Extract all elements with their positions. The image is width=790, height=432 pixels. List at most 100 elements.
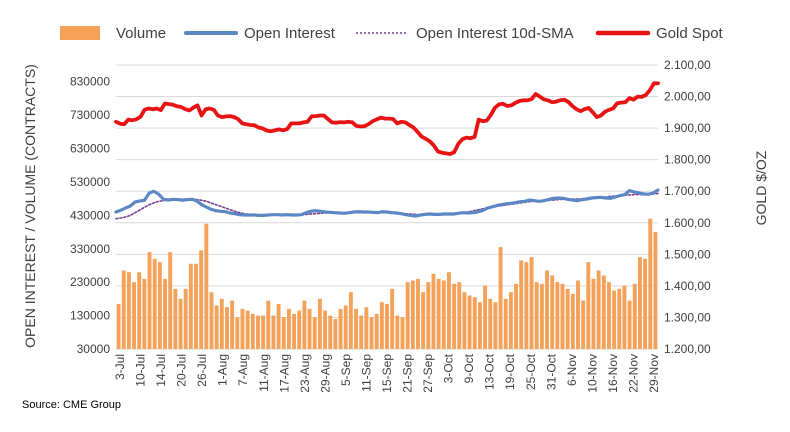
y-right-tick-label: 1.300,00: [664, 310, 711, 324]
volume-bar: [632, 283, 637, 349]
volume-bar: [648, 218, 653, 349]
volume-bars: [116, 218, 658, 349]
volume-bar: [637, 257, 642, 349]
volume-bar: [219, 298, 224, 349]
volume-bar: [245, 310, 250, 349]
y-right-tick-label: 1.900,00: [664, 121, 711, 135]
volume-bar: [488, 298, 493, 349]
volume-bar: [230, 300, 235, 349]
gold-spot-line: [114, 81, 660, 156]
volume-bar: [157, 262, 162, 349]
volume-bar: [302, 300, 307, 349]
y-left-tick-label: 430000: [70, 208, 110, 222]
legend-swatch-volume: [60, 26, 100, 40]
volume-bar: [271, 315, 276, 349]
volume-bar: [441, 280, 446, 349]
x-tick-label: 22-Nov: [627, 354, 641, 393]
y-axis-right-title: GOLD $/OZ: [753, 150, 769, 225]
legend-label-gold: Gold Spot: [656, 25, 724, 42]
volume-bar: [292, 313, 297, 349]
volume-bar: [369, 317, 374, 349]
volume-bar: [529, 257, 534, 349]
volume-bar: [596, 270, 601, 349]
volume-bar: [199, 250, 204, 349]
y-left-tick-label: 730000: [70, 108, 110, 122]
volume-bar: [617, 288, 622, 349]
volume-bar: [477, 302, 482, 349]
x-tick-label: 29-Nov: [647, 354, 661, 393]
x-tick-label: 17-Aug: [277, 354, 291, 393]
volume-bar: [364, 307, 369, 349]
legend-label-open-interest: Open Interest: [244, 25, 336, 42]
x-tick-label: 23-Aug: [298, 354, 312, 393]
x-tick-label: 11-Sep: [360, 354, 374, 392]
volume-bar: [343, 305, 348, 349]
volume-bar: [121, 270, 126, 349]
volume-bar: [550, 275, 555, 349]
volume-bar: [194, 263, 198, 349]
volume-bar: [498, 247, 503, 349]
volume-bar: [534, 282, 539, 349]
legend-label-sma: Open Interest 10d-SMA: [416, 25, 574, 42]
volume-bar: [627, 300, 632, 349]
volume-bar: [297, 310, 302, 349]
volume-bar: [539, 283, 544, 349]
y-right-tick-label: 1.400,00: [664, 279, 711, 293]
volume-bar: [188, 263, 193, 349]
volume-bar: [137, 272, 142, 349]
volume-bar: [586, 262, 591, 349]
x-tick-label: 16-Nov: [606, 354, 620, 393]
x-tick-label: 29-Aug: [318, 354, 332, 393]
y-axis-left-title: OPEN INTEREST / VOLUME (CONTRACTS): [22, 64, 38, 348]
volume-bar: [462, 292, 467, 349]
tick-labels: 30000 130000 230000 330000 430000 530000 63000…: [70, 58, 711, 393]
x-tick-label: 31-Oct: [544, 353, 558, 390]
x-tick-label: 6-Nov: [565, 354, 579, 386]
y-left-tick-label: 230000: [70, 275, 110, 289]
volume-bar: [132, 282, 137, 349]
x-tick-label: 21-Sep: [401, 354, 415, 393]
volume-bar: [209, 292, 214, 349]
chart-lines: [114, 81, 660, 220]
x-tick-label: 11-Aug: [257, 354, 271, 392]
y-right-tick-label: 1.500,00: [664, 247, 711, 261]
volume-bar: [426, 282, 431, 349]
volume-bar: [266, 300, 271, 349]
y-right-tick-label: 2.100,00: [664, 58, 711, 72]
volume-bar: [323, 310, 328, 349]
volume-bar: [178, 298, 183, 349]
volume-bar: [379, 302, 384, 349]
volume-bar: [385, 303, 389, 349]
x-tick-label: 10-Jul: [134, 354, 148, 387]
volume-bar: [508, 292, 513, 349]
y-right-tick-label: 1.800,00: [664, 153, 711, 167]
x-tick-label: 10-Nov: [585, 354, 599, 393]
volume-bar: [452, 283, 457, 349]
y-left-tick-label: 830000: [70, 75, 110, 89]
x-tick-label: 20-Jul: [175, 354, 189, 387]
volume-bar: [405, 282, 410, 349]
volume-bar: [483, 285, 488, 349]
volume-bar: [581, 300, 586, 349]
volume-bar: [446, 272, 451, 349]
volume-bar: [570, 293, 575, 349]
volume-bar: [168, 252, 173, 349]
volume-bar: [173, 288, 178, 349]
y-right-tick-label: 1.600,00: [664, 216, 711, 230]
volume-bar: [354, 308, 358, 349]
volume-bar: [126, 272, 131, 349]
volume-bar: [147, 252, 152, 349]
x-tick-label: 27-Sep: [421, 354, 435, 393]
volume-bar: [348, 292, 353, 349]
x-tick-label: 9-Oct: [462, 353, 476, 383]
volume-bar: [410, 280, 415, 349]
volume-bar: [416, 278, 420, 349]
x-tick-label: 19-Oct: [503, 353, 517, 390]
volume-bar: [565, 288, 570, 349]
x-tick-label: 26-Jul: [195, 354, 209, 387]
y-right-tick-label: 1.700,00: [664, 184, 711, 198]
volume-bar: [183, 288, 188, 349]
volume-bar: [612, 290, 617, 349]
volume-bar: [653, 232, 658, 349]
volume-bar: [163, 278, 167, 349]
